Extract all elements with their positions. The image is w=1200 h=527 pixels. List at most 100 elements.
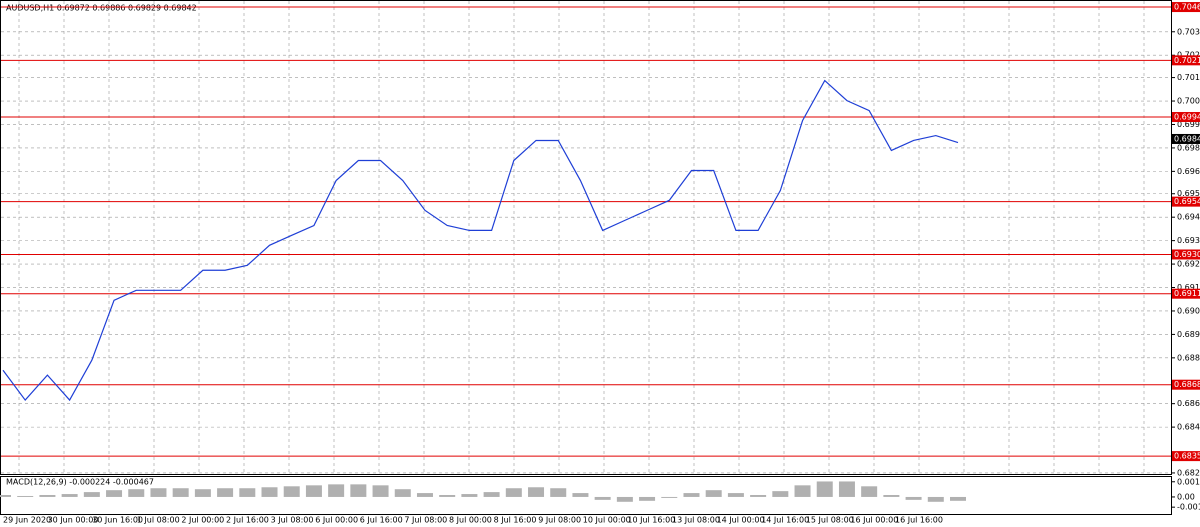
- x-tick-label: 14 Jul 00:00: [717, 516, 765, 525]
- y-tick-label: 0.70235: [1177, 51, 1200, 60]
- macd-bar: [750, 495, 767, 497]
- macd-bar: [661, 496, 678, 498]
- y-tick-label: 0.68490: [1177, 423, 1200, 432]
- x-tick-label: 14 Jul 16:00: [761, 516, 809, 525]
- x-tick-label: 3 Jul 08:00: [271, 516, 314, 525]
- y-tick-label: 0.69585: [1177, 189, 1200, 198]
- level-label: 0.68689: [1174, 380, 1200, 389]
- macd-tick-label: 0.001567: [1177, 477, 1200, 486]
- macd-bar: [705, 490, 722, 497]
- level-tag: [1172, 451, 1200, 462]
- macd-bar: [683, 493, 700, 497]
- macd-bar: [794, 485, 811, 497]
- x-tick-label: 16 Jul 16:00: [895, 516, 943, 525]
- macd-bar: [61, 494, 78, 497]
- macd-bar: [372, 485, 389, 497]
- macd-bar: [17, 495, 34, 497]
- y-tick-label: 0.68815: [1177, 353, 1200, 362]
- level-label: 0.69116: [1174, 289, 1200, 298]
- x-tick-label: 13 Jul 08:00: [672, 516, 720, 525]
- macd-bar: [305, 485, 322, 497]
- level-label: 0.69548: [1174, 197, 1200, 206]
- x-tick-label: 16 Jul 00:00: [850, 516, 898, 525]
- macd-bar: [505, 488, 522, 497]
- macd-bar: [128, 489, 145, 497]
- y-tick-label: 0.69255: [1177, 260, 1200, 269]
- x-tick-label: 9 Jul 08:00: [538, 516, 581, 525]
- y-tick-label: 0.70130: [1177, 73, 1200, 82]
- macd-bar: [838, 481, 855, 497]
- macd-bar: [616, 496, 633, 502]
- macd-bar: [106, 490, 123, 497]
- y-tick-label: 0.69690: [1177, 167, 1200, 176]
- level-label: 0.69945: [1174, 113, 1200, 122]
- macd-bar: [394, 489, 411, 497]
- macd-bar: [905, 496, 922, 500]
- y-tick-label: 0.68925: [1177, 330, 1200, 339]
- y-tick-label: 0.69800: [1177, 143, 1200, 152]
- macd-bar: [572, 493, 589, 497]
- current-price-tag: [1172, 133, 1200, 144]
- macd-bar: [416, 493, 433, 497]
- macd-bar: [861, 486, 878, 497]
- level-tag: [1172, 288, 1200, 299]
- macd-bar: [528, 487, 545, 497]
- macd-bar: [550, 488, 567, 497]
- level-tag: [1172, 2, 1200, 13]
- y-tick-label: 0.69910: [1177, 120, 1200, 129]
- x-tick-label: 30 Jun 16:00: [92, 516, 143, 525]
- level-tag: [1172, 55, 1200, 66]
- level-tag: [1172, 249, 1200, 260]
- x-tick-label: 29 Jun 2020: [3, 516, 51, 525]
- x-tick-label: 15 Jul 08:00: [806, 516, 854, 525]
- macd-bar: [772, 491, 789, 497]
- macd-bar: [639, 496, 656, 501]
- macd-bar: [83, 492, 100, 497]
- macd-bar: [194, 489, 211, 497]
- macd-bar: [0, 495, 11, 497]
- x-tick-label: 6 Jul 00:00: [315, 516, 358, 525]
- y-tick-label: 0.69475: [1177, 213, 1200, 222]
- macd-tick-label: -0.001054: [1177, 503, 1200, 512]
- macd-bar: [483, 492, 500, 497]
- macd-bar: [461, 494, 478, 497]
- x-tick-label: 2 Jul 00:00: [181, 516, 224, 525]
- macd-bar: [261, 487, 278, 497]
- current-price-label: 0.69842: [1174, 134, 1200, 143]
- x-tick-label: 1 Jul 08:00: [137, 516, 180, 525]
- price-line: [2, 79, 959, 402]
- x-tick-label: 30 Jun 00:00: [48, 516, 99, 525]
- x-tick-label: 10 Jul 00:00: [583, 516, 631, 525]
- macd-bar: [439, 495, 456, 497]
- x-tick-label: 8 Jul 16:00: [494, 516, 537, 525]
- x-tick-label: 8 Jul 00:00: [449, 516, 492, 525]
- macd-bar: [239, 488, 256, 497]
- level-tag: [1172, 379, 1200, 390]
- y-tick-label: 0.68600: [1177, 399, 1200, 408]
- chart-title: AUDUSD,H1 0.69872 0.69886 0.69829 0.6984…: [6, 4, 197, 13]
- macd-tick-label: 0.00: [1177, 492, 1195, 501]
- macd-bar: [39, 495, 56, 497]
- macd-bar: [217, 488, 234, 497]
- macd-bar: [727, 493, 744, 497]
- macd-bar: [927, 496, 944, 502]
- macd-bar: [950, 496, 966, 501]
- macd-label: MACD(12,26,9) -0.000224 -0.000467: [6, 478, 154, 487]
- level-label: 0.68354: [1174, 452, 1200, 461]
- y-tick-label: 0.69365: [1177, 236, 1200, 245]
- y-tick-label: 0.68275: [1177, 468, 1200, 477]
- y-tick-label: 0.70345: [1177, 27, 1200, 36]
- level-label: 0.70461: [1174, 3, 1200, 12]
- y-tick-label: 0.69145: [1177, 283, 1200, 292]
- main-panel: [0, 0, 1172, 475]
- level-tag: [1172, 112, 1200, 123]
- level-tag: [1172, 196, 1200, 207]
- macd-bar: [172, 488, 189, 497]
- x-tick-label: 7 Jul 08:00: [404, 516, 447, 525]
- macd-bar: [594, 496, 611, 500]
- macd-bar: [283, 486, 300, 497]
- level-label: 0.70211: [1174, 56, 1200, 65]
- macd-bar: [816, 481, 833, 497]
